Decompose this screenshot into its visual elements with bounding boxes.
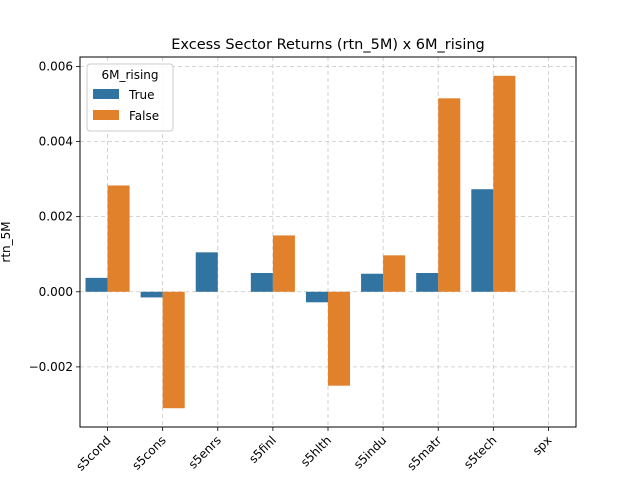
bar-true-s5matr bbox=[416, 272, 439, 292]
bar-false-s5matr bbox=[438, 98, 461, 292]
x-tick-label: s5cond bbox=[73, 433, 113, 473]
legend-label-false: False bbox=[129, 109, 159, 123]
bar-true-s5cond bbox=[85, 277, 108, 292]
x-tick-label: s5enrs bbox=[186, 433, 224, 471]
bar-true-s5tech bbox=[471, 189, 494, 292]
y-tick-label: 0.000 bbox=[39, 285, 73, 299]
y-tick-label: 0.006 bbox=[39, 59, 73, 73]
x-tick-label: s5finl bbox=[246, 433, 279, 466]
legend: 6M_rising True False bbox=[86, 63, 174, 132]
legend-entries: True False bbox=[93, 88, 159, 123]
bar-false-s5indu bbox=[383, 255, 406, 292]
bar-false-s5cons bbox=[162, 291, 185, 409]
y-tick-label: 0.004 bbox=[39, 135, 73, 149]
x-tick-label: spx bbox=[530, 433, 555, 458]
bars bbox=[85, 75, 516, 409]
chart-title: Excess Sector Returns (rtn_5M) x 6M_risi… bbox=[171, 37, 485, 53]
legend-swatch-false bbox=[93, 110, 119, 120]
bar-false-s5finl bbox=[272, 235, 295, 292]
y-ticks: −0.002 0.000 0.002 0.004 0.006 bbox=[29, 59, 80, 374]
x-tick-label: s5matr bbox=[404, 433, 444, 473]
x-tick-label: s5cons bbox=[129, 433, 168, 472]
x-tick-label: s5hlth bbox=[298, 433, 334, 469]
bar-true-s5enrs bbox=[195, 252, 218, 292]
y-axis-label: rtn_5M bbox=[0, 221, 13, 262]
bar-true-s5hlth bbox=[305, 291, 328, 303]
legend-swatch-true bbox=[93, 89, 119, 99]
x-tick-label: s5tech bbox=[461, 433, 499, 471]
legend-title: 6M_rising bbox=[101, 68, 158, 82]
bar-false-s5cond bbox=[107, 185, 130, 292]
y-tick-label: 0.002 bbox=[39, 210, 73, 224]
y-tick-label: −0.002 bbox=[29, 360, 73, 374]
bar-false-s5tech bbox=[493, 75, 516, 292]
x-tick-label: s5indu bbox=[351, 433, 389, 471]
bar-true-s5finl bbox=[250, 272, 273, 292]
bar-false-s5hlth bbox=[328, 291, 351, 386]
bar-true-s5cons bbox=[140, 291, 163, 298]
x-ticks: s5cond s5cons s5enrs s5finl s5hlth s5indu s5ma… bbox=[73, 427, 555, 474]
bar-true-s5indu bbox=[361, 273, 384, 292]
legend-label-true: True bbox=[128, 88, 155, 102]
